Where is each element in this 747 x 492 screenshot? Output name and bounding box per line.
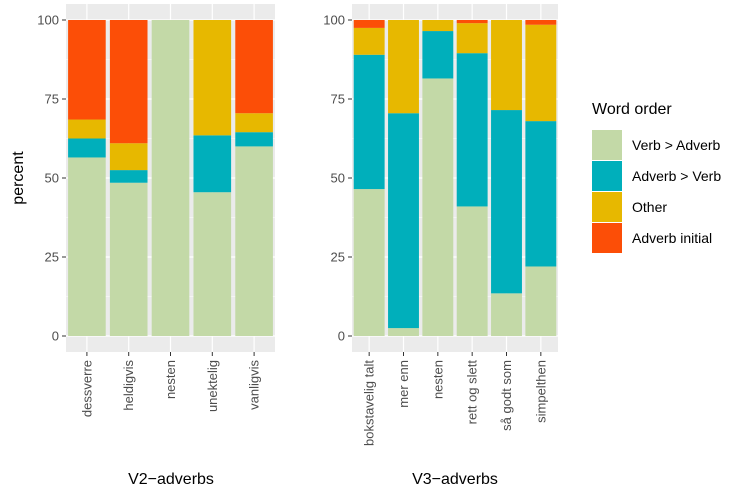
x-tick-label: mer enn	[396, 360, 411, 408]
bar-segment-other	[68, 119, 106, 139]
bar-segment-verb-adverb	[68, 157, 106, 336]
bar-segment-verb-adverb	[193, 192, 232, 336]
bar-segment-verb-adverb	[151, 20, 190, 336]
legend-key	[592, 130, 622, 160]
bars	[353, 20, 557, 337]
y-tick-label: 25	[45, 250, 59, 265]
bar-segment-adverb-verb	[422, 31, 454, 79]
x-axis-title: V2−adverbs	[128, 471, 214, 488]
x-tick-label: så godt som	[499, 360, 514, 431]
bar-segment-other	[353, 27, 385, 55]
x-tick-label: simpelthen	[533, 360, 548, 423]
bar-segment-adverb-initial	[456, 20, 488, 24]
legend: Word order Verb > Adverb Adverb > Verb Oth…	[592, 101, 721, 253]
y-tick-label: 100	[37, 13, 59, 28]
bar-segment-adverb-verb	[193, 135, 232, 193]
x-tick-label: nesten	[163, 360, 178, 399]
legend-label: Adverb > Verb	[632, 168, 721, 184]
legend-key	[592, 161, 622, 191]
y-tick-label: 50	[45, 171, 59, 186]
bar-segment-verb-adverb	[235, 146, 273, 336]
bar-segment-verb-adverb	[109, 182, 148, 336]
panel-v3-adverbs: 0 25 50 75 100 bokstavelig talt mer enn nesten…	[323, 4, 558, 488]
y-tick-label: 100	[323, 13, 345, 28]
legend-items: Verb > Adverb Adverb > Verb Other Adverb in…	[592, 130, 721, 253]
bar-segment-other	[388, 20, 419, 114]
bar-segment-adverb-verb	[68, 138, 106, 158]
legend-key	[592, 223, 622, 253]
bars	[68, 20, 273, 336]
bar-segment-adverb-initial	[109, 20, 148, 144]
y-tick-label: 0	[338, 329, 345, 344]
bar-segment-adverb-verb	[109, 170, 148, 183]
bar-segment-verb-adverb	[456, 206, 488, 336]
y-tick-label: 75	[331, 92, 345, 107]
bar-segment-other	[422, 20, 454, 32]
y-tick-label: 0	[52, 329, 59, 344]
legend-label: Other	[632, 199, 667, 215]
y-axis-title: percent	[10, 151, 27, 205]
bar-segment-other	[491, 20, 522, 111]
x-tick-label: rett og slett	[465, 360, 480, 425]
x-axis: bokstavelig talt mer enn nesten rett og sle…	[362, 352, 548, 446]
bar-segment-adverb-verb	[388, 113, 419, 329]
bar-segment-other	[193, 20, 232, 136]
bar-segment-other	[456, 23, 488, 54]
x-tick-label: dessverre	[79, 360, 94, 417]
legend-label: Verb > Adverb	[632, 137, 721, 153]
bar-segment-adverb-initial	[235, 20, 273, 114]
bar-segment-adverb-initial	[353, 20, 385, 28]
x-tick-label: heldigvis	[121, 360, 136, 411]
y-axis: 0 25 50 75 100	[37, 13, 66, 344]
y-tick-label: 50	[331, 171, 345, 186]
x-tick-label: nesten	[430, 360, 445, 399]
legend-title: Word order	[592, 101, 672, 118]
x-axis-title: V3−adverbs	[412, 471, 498, 488]
x-tick-label: vanligvis	[247, 360, 262, 410]
bar-segment-other	[525, 24, 557, 122]
legend-label: Adverb initial	[632, 230, 712, 246]
x-axis: dessverre heldigvis nesten unektelig vanligv…	[79, 352, 262, 417]
y-tick-label: 25	[331, 250, 345, 265]
legend-key	[592, 192, 622, 222]
panel-v2-adverbs: 0 25 50 75 100 dessverre heldigvis nesten unekt…	[37, 4, 275, 488]
bar-segment-verb-adverb	[353, 189, 385, 336]
bar-segment-verb-adverb	[525, 266, 557, 336]
bar-segment-adverb-initial	[68, 20, 106, 120]
bar-segment-adverb-verb	[235, 132, 273, 147]
bar-segment-verb-adverb	[422, 78, 454, 337]
x-tick-label: unektelig	[205, 360, 220, 412]
bar-segment-adverb-verb	[491, 110, 522, 294]
bar-segment-adverb-verb	[525, 121, 557, 267]
x-tick-label: bokstavelig talt	[362, 360, 377, 446]
bar-segment-adverb-verb	[456, 53, 488, 207]
bar-segment-verb-adverb	[491, 293, 522, 336]
bar-segment-adverb-initial	[525, 20, 557, 25]
bar-segment-verb-adverb	[388, 328, 419, 336]
bar-segment-adverb-verb	[353, 54, 385, 190]
y-axis: 0 25 50 75 100	[323, 13, 352, 344]
bar-segment-other	[109, 143, 148, 171]
bar-segment-other	[235, 113, 273, 133]
y-tick-label: 75	[45, 92, 59, 107]
